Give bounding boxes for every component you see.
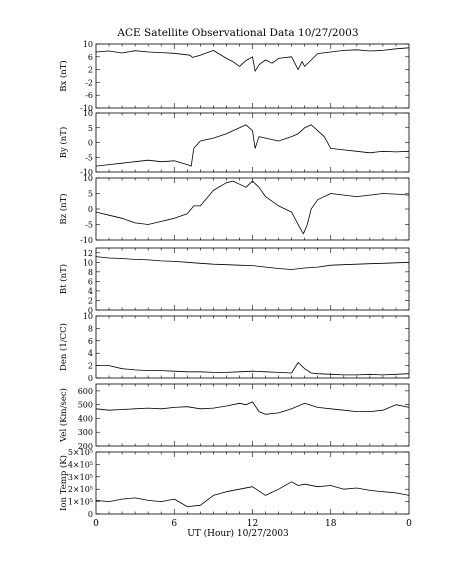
y-axis-label: Ion Temp (K) xyxy=(58,455,69,511)
panel-4: 10 8 6 4 2 0 Den (1/CC) xyxy=(58,312,410,383)
y-tick-label: -6 xyxy=(85,91,93,100)
y-tick-label: 4 xyxy=(88,349,93,358)
y-axis-label: By (nT) xyxy=(58,127,69,159)
y-tick-label: 300 xyxy=(78,428,93,437)
series-line xyxy=(95,401,410,415)
y-tick-label: 6 xyxy=(88,277,93,286)
y-tick-label: -10 xyxy=(80,168,93,177)
panel-5: 600 500 400 300 200 Vel (Km/sec) xyxy=(58,383,410,451)
series-line xyxy=(95,47,410,72)
panel-frame xyxy=(95,247,410,311)
y-axis-label: Bz (nT) xyxy=(58,193,69,224)
y-tick-label: 3×10⁵ xyxy=(68,473,93,482)
series-line xyxy=(96,362,410,376)
panel-frame xyxy=(95,43,410,109)
y-tick-label: 10 xyxy=(83,258,93,267)
y-tick-label: 8 xyxy=(88,324,93,333)
x-axis: 0 6 12 18 0 xyxy=(93,519,412,529)
y-tick-label: 6 xyxy=(88,337,93,346)
series-line xyxy=(95,180,410,235)
series-line xyxy=(95,481,410,508)
panel-frame xyxy=(95,315,410,379)
y-tick-label: 8 xyxy=(88,268,93,277)
y-tick-label: -10 xyxy=(80,236,93,245)
y-tick-label: 2×10⁵ xyxy=(68,485,93,494)
x-tick-label: 0 xyxy=(406,519,412,529)
y-tick-label: 0 xyxy=(88,205,93,214)
y-tick-label: 6 xyxy=(88,53,93,62)
y-tick-label: 200 xyxy=(78,442,93,451)
y-tick-label: 12 xyxy=(83,249,93,258)
y-tick-label: 0 xyxy=(88,374,93,383)
y-tick-label: 5 xyxy=(88,124,93,133)
panels-layer: 10 6 2 -2 -6 -10 Bx (nT) 10 5 0 -5 -10 By (nT) 10 5 0 -5… xyxy=(58,40,410,519)
chart-title: ACE Satellite Observational Data 10/27/2… xyxy=(116,27,358,39)
x-tick-label: 18 xyxy=(325,519,337,529)
y-tick-label: 5 xyxy=(88,190,93,199)
y-tick-label: 0 xyxy=(88,139,93,148)
y-tick-label: -5 xyxy=(85,153,93,162)
y-tick-label: 1×10⁵ xyxy=(68,498,93,507)
panel-2: 10 5 0 -5 -10 Bz (nT) xyxy=(58,174,410,245)
y-tick-label: -5 xyxy=(85,221,93,230)
panel-0: 10 6 2 -2 -6 -10 Bx (nT) xyxy=(58,40,410,113)
x-tick-label: 0 xyxy=(93,519,99,529)
y-tick-label: 10 xyxy=(83,40,93,49)
y-tick-label: -2 xyxy=(85,78,93,87)
x-tick-label: 12 xyxy=(247,519,258,529)
y-tick-label: 2 xyxy=(88,296,93,305)
y-tick-label: -10 xyxy=(80,104,93,113)
series-line xyxy=(95,256,410,270)
y-tick-label: 0 xyxy=(88,306,93,315)
y-tick-label: 2 xyxy=(88,66,93,75)
y-tick-label: 4×10⁵ xyxy=(68,460,93,469)
panel-6: 5×10⁵ 4×10⁵ 3×10⁵ 2×10⁵ 1×10⁵ 0 Ion Temp (K) xyxy=(58,448,410,519)
y-tick-label: 2 xyxy=(88,362,93,371)
y-tick-label: 600 xyxy=(78,387,93,396)
panel-frame xyxy=(95,383,410,447)
panel-frame xyxy=(95,112,410,173)
y-tick-label: 400 xyxy=(78,414,93,423)
y-tick-label: 10 xyxy=(83,312,93,321)
panel-frame xyxy=(95,177,410,241)
series-line xyxy=(95,124,410,167)
x-tick-label: 6 xyxy=(171,519,177,529)
panel-1: 10 5 0 -5 -10 By (nT) xyxy=(58,109,410,177)
y-axis-label: Den (1/CC) xyxy=(58,323,69,371)
y-tick-label: 10 xyxy=(83,174,93,183)
y-tick-label: 4 xyxy=(88,287,93,296)
y-axis-label: Bx (nT) xyxy=(58,60,69,92)
y-axis-label: Bt (nT) xyxy=(58,264,69,294)
y-tick-label: 500 xyxy=(78,401,93,410)
panel-frame xyxy=(95,451,410,515)
y-tick-label: 0 xyxy=(88,510,93,519)
y-tick-label: 10 xyxy=(83,109,93,118)
y-axis-label: Vel (Km/sec) xyxy=(58,388,69,443)
y-tick-label: 5×10⁵ xyxy=(68,448,93,457)
x-axis-label: UT (Hour) 10/27/2003 xyxy=(187,528,289,539)
